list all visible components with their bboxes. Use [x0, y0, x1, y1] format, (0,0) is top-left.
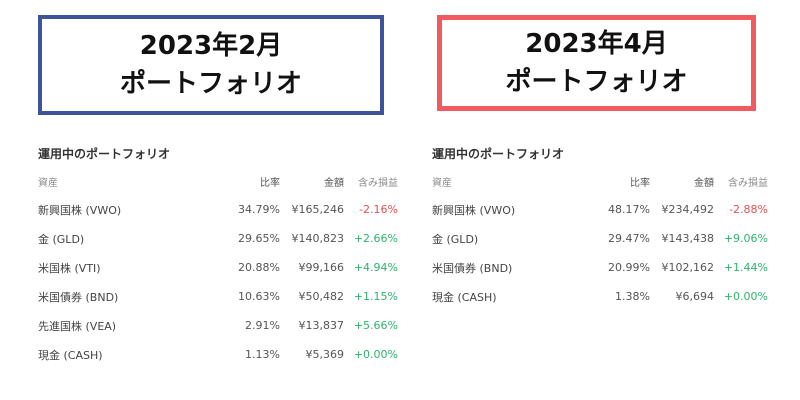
asset-cell: 米国債券 (BND) [38, 290, 119, 304]
table-row: 新興国株 (VWO) 34.79% ¥165,246 -2.16% [38, 195, 398, 224]
pnl-cell: +0.00% [353, 348, 398, 361]
amount-cell: ¥102,162 [661, 261, 715, 274]
pnl-cell: -2.88% [729, 203, 768, 216]
ratio-cell: 29.47% [608, 232, 650, 245]
pnl-cell: +2.66% [353, 232, 398, 245]
asset-cell: 現金 (CASH) [38, 348, 103, 362]
apr-portfolio-table: 運用中のポートフォリオ 資産 比率 金額 含み損益 新興国株 (VWO) 48.1… [432, 140, 768, 311]
asset-cell: 新興国株 (VWO) [432, 203, 516, 217]
col-amount: 金額 [324, 178, 344, 189]
ratio-cell: 2.91% [245, 319, 280, 332]
feb-heading-portfolio: ポートフォリオ [119, 69, 302, 99]
col-pnl: 含み損益 [728, 178, 768, 189]
col-ratio: 比率 [630, 178, 650, 189]
amount-cell: ¥140,823 [291, 232, 345, 245]
amount-cell: ¥50,482 [298, 290, 345, 303]
table-row: 金 (GLD) 29.47% ¥143,438 +9.06% [432, 224, 768, 253]
table-row: 現金 (CASH) 1.13% ¥5,369 +0.00% [38, 340, 398, 369]
apr-heading-box: 2023年4月 ポートフォリオ [437, 15, 756, 111]
asset-cell: 金 (GLD) [432, 232, 479, 246]
ratio-cell: 1.13% [245, 348, 280, 361]
pnl-cell: -2.16% [359, 203, 398, 216]
amount-cell: ¥99,166 [298, 261, 345, 274]
pnl-cell: +1.44% [723, 261, 768, 274]
apr-heading-date: 2023年4月 [525, 29, 668, 59]
asset-cell: 金 (GLD) [38, 232, 85, 246]
amount-cell: ¥234,492 [661, 203, 715, 216]
feb-portfolio-table: 運用中のポートフォリオ 資産 比率 金額 含み損益 新興国株 (VWO) 34.7… [38, 140, 398, 369]
asset-cell: 米国債券 (BND) [432, 261, 513, 275]
table-row: 米国債券 (BND) 20.99% ¥102,162 +1.44% [432, 253, 768, 282]
table-row: 金 (GLD) 29.65% ¥140,823 +2.66% [38, 224, 398, 253]
col-amount: 金額 [694, 178, 714, 189]
amount-cell: ¥6,694 [675, 290, 715, 303]
table-row: 先進国株 (VEA) 2.91% ¥13,837 +5.66% [38, 311, 398, 340]
asset-cell: 現金 (CASH) [432, 290, 497, 304]
col-ratio: 比率 [260, 178, 280, 189]
table-title: 運用中のポートフォリオ [38, 147, 171, 161]
ratio-cell: 48.17% [608, 203, 650, 216]
table-header: 資産 比率 金額 含み損益 [38, 168, 398, 195]
feb-heading-box: 2023年2月 ポートフォリオ [38, 15, 384, 115]
ratio-cell: 1.38% [615, 290, 650, 303]
table-row: 米国株 (VTI) 20.88% ¥99,166 +4.94% [38, 253, 398, 282]
pnl-cell: +4.94% [353, 261, 398, 274]
col-asset: 資産 [432, 178, 452, 189]
pnl-cell: +0.00% [723, 290, 768, 303]
col-asset: 資産 [38, 178, 58, 189]
ratio-cell: 20.88% [238, 261, 280, 274]
apr-heading-portfolio: ポートフォリオ [505, 67, 688, 97]
col-pnl: 含み損益 [358, 178, 398, 189]
table-row: 新興国株 (VWO) 48.17% ¥234,492 -2.88% [432, 195, 768, 224]
table-row: 現金 (CASH) 1.38% ¥6,694 +0.00% [432, 282, 768, 311]
table-row: 米国債券 (BND) 10.63% ¥50,482 +1.15% [38, 282, 398, 311]
ratio-cell: 34.79% [238, 203, 280, 216]
asset-cell: 米国株 (VTI) [38, 261, 101, 275]
asset-cell: 新興国株 (VWO) [38, 203, 122, 217]
amount-cell: ¥13,837 [298, 319, 345, 332]
pnl-cell: +1.15% [353, 290, 398, 303]
table-title: 運用中のポートフォリオ [432, 147, 565, 161]
asset-cell: 先進国株 (VEA) [38, 319, 117, 333]
ratio-cell: 20.99% [608, 261, 650, 274]
ratio-cell: 29.65% [238, 232, 280, 245]
amount-cell: ¥5,369 [305, 348, 345, 361]
table-header: 資産 比率 金額 含み損益 [432, 168, 768, 195]
pnl-cell: +9.06% [723, 232, 768, 245]
amount-cell: ¥165,246 [291, 203, 345, 216]
amount-cell: ¥143,438 [661, 232, 715, 245]
pnl-cell: +5.66% [353, 319, 398, 332]
ratio-cell: 10.63% [238, 290, 280, 303]
feb-heading-date: 2023年2月 [139, 31, 283, 61]
